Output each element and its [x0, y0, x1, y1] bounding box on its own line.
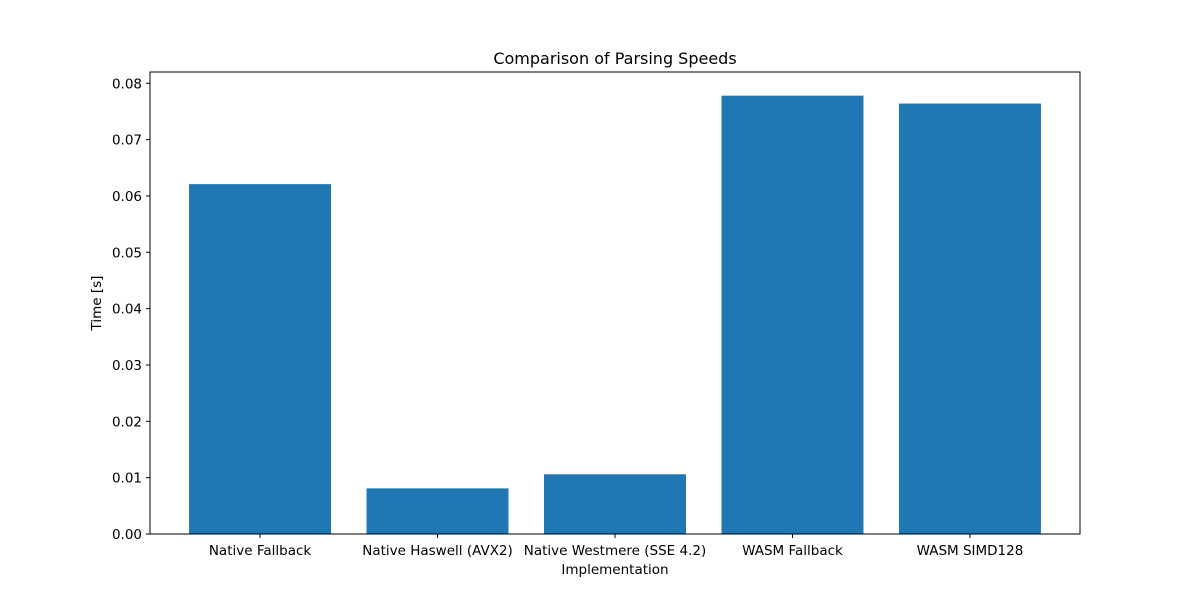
bar	[189, 184, 332, 534]
bar	[898, 103, 1041, 535]
y-tick-label: 0.06	[112, 189, 142, 205]
y-tick-label: 0.04	[112, 302, 142, 318]
chart-title: Comparison of Parsing Speeds	[493, 49, 736, 68]
y-tick-label: 0.08	[112, 76, 142, 92]
y-tick-label: 0.01	[112, 471, 142, 487]
x-tick-label: Native Fallback	[209, 543, 312, 559]
x-tick-label: WASM SIMD128	[917, 543, 1024, 559]
x-tick-label: Native Haswell (AVX2)	[362, 543, 513, 559]
x-tick-label: WASM Fallback	[742, 543, 843, 559]
y-tick-label: 0.07	[112, 133, 142, 149]
y-tick-label: 0.05	[112, 245, 142, 261]
x-tick-label: Native Westmere (SSE 4.2)	[524, 543, 706, 559]
y-tick-label: 0.02	[112, 414, 142, 430]
plot-area: 0.00 0.01 0.02 0.03 0.04 0.05 0.06 0.07 0.08 Nati…	[112, 71, 1081, 559]
bar	[544, 474, 686, 534]
y-tick-label: 0.03	[112, 358, 142, 374]
y-axis-label: Time [s]	[89, 276, 105, 332]
bar	[366, 488, 509, 534]
bar	[721, 95, 864, 534]
x-axis-label: Implementation	[561, 562, 668, 578]
y-tick-label: 0.00	[112, 527, 142, 543]
